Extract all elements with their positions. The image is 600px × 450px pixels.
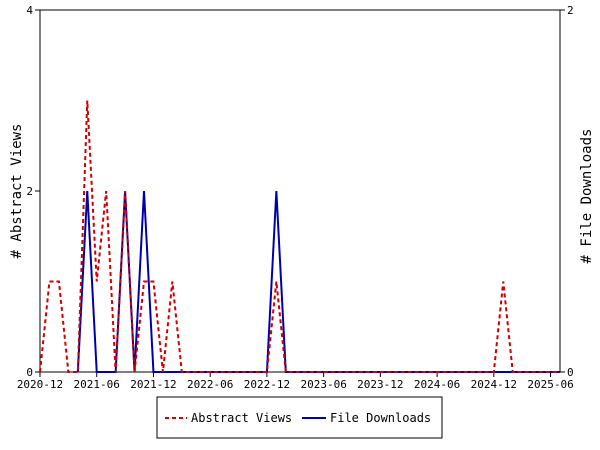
right-y-axis-title: # File Downloads	[579, 129, 595, 264]
left-y-tick-label: 0	[26, 366, 33, 379]
x-axis: 2020-12 2021-06 2021-12 2022-06 2022-12 2023-…	[17, 372, 574, 391]
x-tick-label: 2020-12	[17, 378, 63, 391]
right-y-tick-label: 0	[567, 366, 574, 379]
series-layer	[39, 100, 560, 373]
left-y-tick-label: 2	[26, 185, 33, 198]
x-tick-label: 2024-12	[471, 378, 517, 391]
x-tick-label: 2021-12	[130, 378, 176, 391]
series-line-abstract-views	[39, 100, 560, 373]
x-tick-label: 2023-12	[357, 378, 403, 391]
right-y-tick-label: 2	[567, 4, 574, 17]
plot-area	[39, 9, 561, 373]
left-y-axis-title: # Abstract Views	[9, 124, 25, 259]
x-tick-label: 2022-12	[244, 378, 290, 391]
legend-label-abstract-views: Abstract Views	[191, 411, 292, 425]
left-y-tick-label: 4	[26, 4, 33, 17]
x-tick-label: 2025-06	[527, 378, 573, 391]
x-tick-label: 2024-06	[414, 378, 460, 391]
series-line-file-downloads	[76, 190, 560, 373]
left-y-axis: 0 2 4	[26, 4, 40, 379]
right-y-axis: 02	[560, 4, 574, 379]
x-tick-label: 2021-06	[74, 378, 120, 391]
legend: Abstract Views File Downloads	[156, 396, 443, 439]
legend-box	[156, 396, 443, 439]
legend-label-file-downloads: File Downloads	[330, 411, 431, 425]
x-tick-label: 2023-06	[300, 378, 346, 391]
x-tick-label: 2022-06	[187, 378, 233, 391]
